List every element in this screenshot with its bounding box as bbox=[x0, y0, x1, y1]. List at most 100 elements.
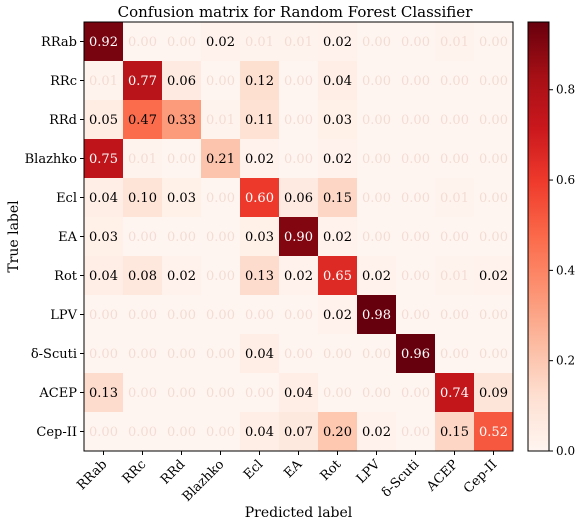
cell-value-label: 0.13 bbox=[89, 386, 118, 401]
colorbar-tick-label: 0.4 bbox=[556, 263, 575, 277]
x-axis-label: Predicted label bbox=[245, 505, 353, 521]
cell-value-label: 0.00 bbox=[284, 113, 313, 128]
heatmap-cell bbox=[123, 22, 163, 62]
heatmap-cell bbox=[201, 295, 241, 335]
heatmap-cell bbox=[396, 256, 436, 296]
cell-value-label: 0.02 bbox=[323, 152, 352, 167]
y-tick-label: Blazhko bbox=[25, 152, 78, 167]
cell-value-label: 0.02 bbox=[206, 35, 235, 50]
cell-value-label: 0.00 bbox=[167, 308, 196, 323]
cell-value-label: 0.02 bbox=[167, 269, 196, 284]
x-tick-label: Rot bbox=[318, 457, 345, 484]
cell-value-label: 0.00 bbox=[206, 347, 235, 362]
cell-value-label: 0.47 bbox=[128, 113, 157, 128]
cell-value-label: 0.00 bbox=[362, 386, 391, 401]
cell-value-label: 0.00 bbox=[479, 152, 508, 167]
x-tick-label: Ecl bbox=[241, 457, 266, 482]
colorbar-tick-label: 0.6 bbox=[556, 173, 575, 187]
heatmap-cell bbox=[162, 178, 202, 218]
x-tick-label: Cep-II bbox=[461, 457, 500, 496]
heatmap-cell bbox=[240, 100, 280, 140]
y-tick-label: δ-Scuti bbox=[31, 347, 77, 362]
heatmap-cell bbox=[474, 22, 514, 62]
y-tick-label: EA bbox=[58, 230, 77, 245]
heatmap-cell bbox=[201, 139, 241, 179]
y-tick-label: RRab bbox=[41, 35, 77, 50]
heatmap-cell bbox=[474, 178, 514, 218]
heatmap-cell bbox=[318, 256, 358, 296]
cell-value-label: 0.74 bbox=[440, 386, 469, 401]
cell-value-label: 0.06 bbox=[167, 74, 196, 89]
heatmap-cell bbox=[318, 61, 358, 101]
heatmap-cell bbox=[201, 412, 241, 452]
cell-value-label: 0.00 bbox=[323, 386, 352, 401]
x-tick-label: ACEP bbox=[423, 457, 461, 495]
heatmap-cell bbox=[279, 139, 319, 179]
y-tick-label: Cep-II bbox=[36, 425, 77, 440]
cell-value-label: 0.00 bbox=[245, 308, 274, 323]
cell-value-label: 0.60 bbox=[245, 191, 274, 206]
cell-value-label: 0.00 bbox=[206, 269, 235, 284]
heatmap-cell bbox=[396, 412, 436, 452]
cell-value-label: 0.00 bbox=[440, 308, 469, 323]
cell-value-label: 0.00 bbox=[245, 386, 274, 401]
heatmap-cell bbox=[279, 412, 319, 452]
cell-value-label: 0.09 bbox=[479, 386, 508, 401]
y-axis-ticks: RRab RRc RRd Blazhko Ecl EA Rot LPV δ-Scuti ACEP C… bbox=[25, 35, 84, 440]
colorbar-tick-label: 0.0 bbox=[556, 444, 575, 458]
cell-value-label: 0.00 bbox=[128, 386, 157, 401]
heatmap-cell bbox=[201, 217, 241, 257]
cell-value-label: 0.00 bbox=[401, 35, 430, 50]
heatmap-cell bbox=[123, 100, 163, 140]
cell-value-label: 0.00 bbox=[128, 425, 157, 440]
cell-value-label: 0.02 bbox=[323, 35, 352, 50]
heatmap-cell bbox=[357, 217, 397, 257]
cell-value-label: 0.00 bbox=[167, 35, 196, 50]
heatmap-cell bbox=[240, 61, 280, 101]
cell-value-label: 0.00 bbox=[401, 191, 430, 206]
heatmap-cell bbox=[318, 139, 358, 179]
x-tick-label: RRab bbox=[74, 457, 110, 493]
cell-value-label: 0.00 bbox=[284, 74, 313, 89]
heatmap-cell bbox=[396, 61, 436, 101]
heatmap-cell bbox=[279, 22, 319, 62]
cell-value-label: 0.00 bbox=[440, 152, 469, 167]
cell-value-label: 0.03 bbox=[89, 230, 118, 245]
heatmap-cell bbox=[84, 139, 124, 179]
heatmap-cell bbox=[435, 139, 475, 179]
cell-value-label: 0.65 bbox=[323, 269, 352, 284]
heatmap-cell bbox=[435, 334, 475, 374]
heatmap-cell bbox=[84, 334, 124, 374]
heatmap-cell bbox=[123, 373, 163, 413]
cell-value-label: 0.04 bbox=[89, 269, 118, 284]
cell-value-label: 0.04 bbox=[323, 74, 352, 89]
heatmap-cell bbox=[279, 334, 319, 374]
cell-value-label: 0.00 bbox=[167, 425, 196, 440]
heatmap-cell bbox=[84, 217, 124, 257]
heatmap-cell bbox=[318, 217, 358, 257]
heatmap-cell bbox=[474, 100, 514, 140]
heatmap-cell bbox=[318, 22, 358, 62]
cell-value-label: 0.01 bbox=[206, 113, 235, 128]
heatmap-cell bbox=[279, 295, 319, 335]
chart-title: Confusion matrix for Random Forest Class… bbox=[118, 3, 474, 21]
cell-value-label: 0.01 bbox=[440, 191, 469, 206]
heatmap-cell bbox=[162, 22, 202, 62]
heatmap-cell bbox=[162, 373, 202, 413]
heatmap-cell bbox=[435, 256, 475, 296]
cell-value-label: 0.02 bbox=[362, 425, 391, 440]
y-tick-label: Rot bbox=[54, 269, 78, 284]
cell-value-label: 0.13 bbox=[245, 269, 274, 284]
heatmap-cell bbox=[123, 139, 163, 179]
heatmap-cell bbox=[84, 412, 124, 452]
heatmap-cell bbox=[318, 334, 358, 374]
heatmap-cell bbox=[240, 256, 280, 296]
heatmap-cells: 0.92 0.00 0.00 0.02 0.01 0.01 0.02 0.00 0.00 0.01… bbox=[84, 22, 514, 452]
cell-value-label: 0.04 bbox=[89, 191, 118, 206]
cell-value-label: 0.15 bbox=[440, 425, 469, 440]
heatmap-cell bbox=[84, 100, 124, 140]
heatmap-cell bbox=[318, 100, 358, 140]
heatmap-cell bbox=[123, 295, 163, 335]
cell-value-label: 0.12 bbox=[245, 74, 274, 89]
heatmap-cell bbox=[435, 217, 475, 257]
